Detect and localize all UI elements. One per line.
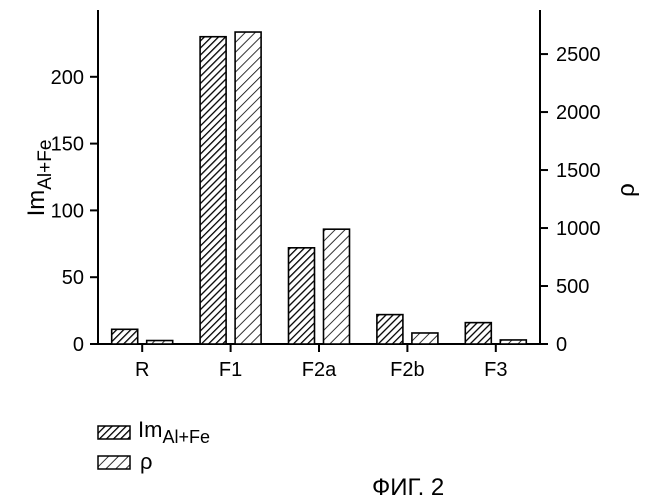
plot-frame: [98, 10, 540, 344]
right-tick-label-3: 1500: [556, 160, 601, 182]
bars: [112, 32, 527, 344]
left-axis-ticks: 050100150200: [51, 67, 98, 356]
left-tick-label-0: 0: [73, 334, 84, 356]
x-tick-label-4: F3: [484, 359, 507, 381]
legend-label-0-main: Im: [138, 417, 162, 442]
legend-swatch-0: [98, 426, 130, 439]
bar-im-f2a: [289, 248, 315, 344]
bar-im-f2b: [377, 315, 403, 344]
left-axis-title-sub: Al+Fe: [35, 140, 56, 190]
bar-rho-f2b: [412, 333, 438, 344]
legend: ImAl+Fe ρ: [98, 417, 210, 474]
legend-label-0-sub: Al+Fe: [162, 427, 210, 447]
bar-im-f3: [465, 323, 491, 344]
left-axis-title-main: Im: [23, 190, 50, 217]
bar-im-f1: [200, 37, 226, 344]
right-axis-title: ρ: [613, 183, 640, 197]
bar-rho-r: [147, 341, 173, 344]
x-tick-label-1: F1: [219, 359, 242, 381]
bar-rho-f2a: [324, 229, 350, 344]
legend-label-0: ImAl+Fe: [138, 417, 210, 447]
bar-rho-f1: [235, 32, 261, 344]
right-tick-label-0: 0: [556, 334, 567, 356]
right-tick-label-2: 1000: [556, 218, 601, 240]
legend-swatch-1: [98, 456, 130, 469]
left-tick-label-1: 50: [62, 267, 84, 289]
right-axis-ticks: 0 500 1000 1500 2000 2500: [540, 44, 601, 356]
x-tick-label-2: F2a: [302, 359, 337, 381]
legend-item-1: ρ: [98, 449, 153, 474]
right-tick-label-4: 2000: [556, 102, 601, 124]
left-tick-label-2: 100: [51, 200, 84, 222]
right-tick-label-5: 2500: [556, 44, 601, 66]
bar-rho-f3: [500, 340, 526, 344]
x-axis-ticks: R F1 F2a F2b F3: [135, 344, 507, 381]
legend-label-1: ρ: [140, 449, 153, 474]
x-tick-label-3: F2b: [390, 359, 424, 381]
left-tick-label-4: 200: [51, 67, 84, 89]
bar-im-r: [112, 329, 138, 344]
legend-item-0: ImAl+Fe: [98, 417, 210, 447]
figure-caption: ФИГ. 2: [372, 474, 444, 500]
right-tick-label-1: 500: [556, 276, 589, 298]
x-tick-label-0: R: [135, 359, 149, 381]
